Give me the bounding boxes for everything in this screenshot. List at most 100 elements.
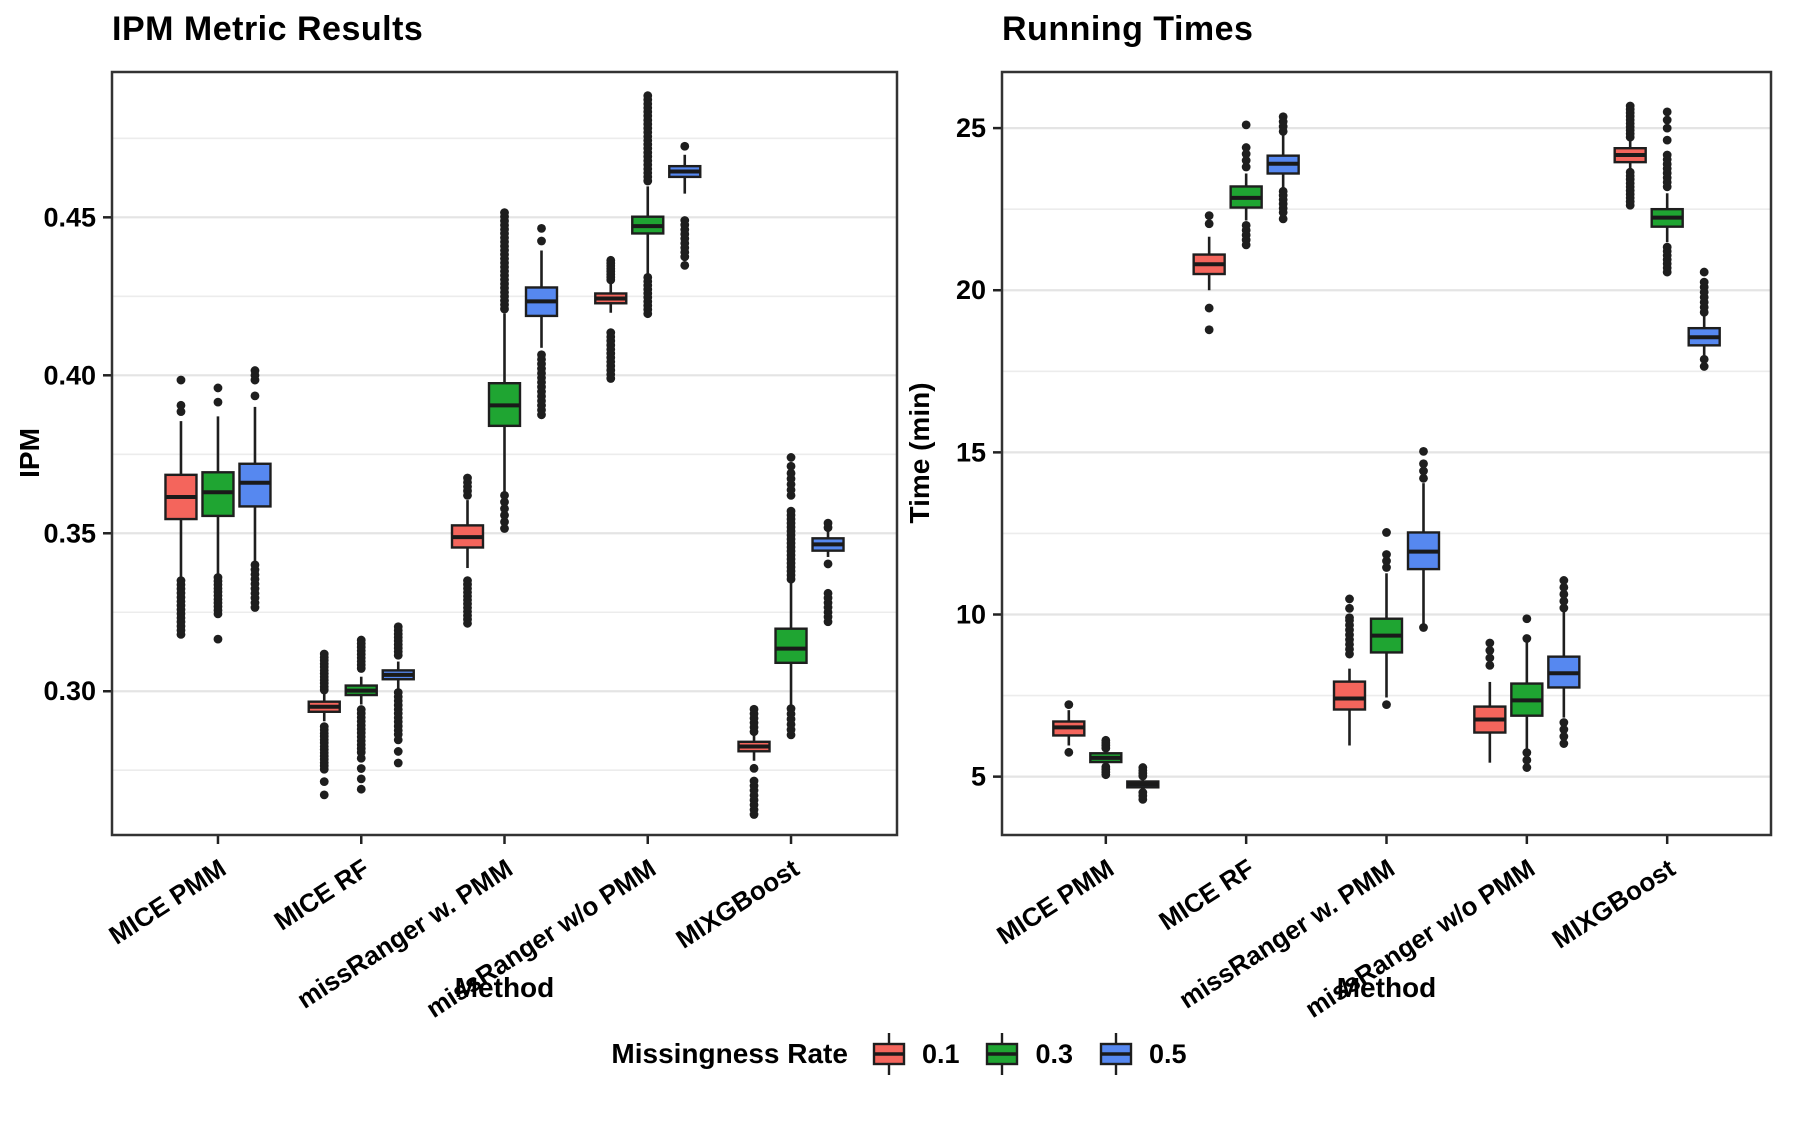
outlier-dot bbox=[1559, 603, 1569, 613]
outlier-dot bbox=[1345, 594, 1354, 604]
outlier-dot bbox=[500, 504, 509, 514]
legend-title: Missingness Rate bbox=[611, 1038, 848, 1069]
outlier-dot bbox=[1204, 219, 1214, 229]
outlier-dot bbox=[356, 774, 366, 784]
legend-label: 0.1 bbox=[921, 1038, 960, 1069]
outlier-dot bbox=[1101, 735, 1111, 745]
outlier-dot bbox=[500, 208, 509, 217]
outlier-dot bbox=[1559, 718, 1569, 727]
outlier-dot bbox=[213, 573, 223, 582]
outlier-dot bbox=[393, 735, 403, 745]
outlier-dot bbox=[250, 560, 260, 570]
outlier-dot bbox=[1662, 135, 1672, 145]
outlier-dot bbox=[393, 622, 403, 632]
outlier-dot bbox=[1699, 362, 1709, 371]
panel-border bbox=[110, 70, 899, 837]
y-tick-label: 25 bbox=[956, 113, 986, 143]
boxplot-box bbox=[1332, 680, 1367, 711]
outlier-dot bbox=[356, 764, 366, 773]
outlier-dot bbox=[1382, 700, 1391, 710]
outlier-dot bbox=[1241, 149, 1251, 159]
outlier-dot bbox=[749, 704, 759, 714]
outlier-dot bbox=[1138, 763, 1148, 772]
outlier-dot bbox=[1522, 634, 1532, 643]
outlier-dot bbox=[393, 688, 403, 697]
legend-label: 0.5 bbox=[1149, 1038, 1187, 1069]
category-label: MICE RF bbox=[1153, 853, 1259, 936]
outlier-dot bbox=[1559, 725, 1569, 734]
outlier-dot bbox=[1559, 596, 1569, 606]
outlier-dot bbox=[1138, 788, 1148, 797]
panel-border bbox=[1000, 70, 1773, 837]
left-x-axis-title: Method bbox=[454, 972, 555, 1003]
outlier-dot bbox=[1559, 582, 1569, 592]
outlier-dot bbox=[1064, 747, 1074, 757]
outlier-dot bbox=[1662, 150, 1672, 160]
outlier-dot bbox=[250, 391, 260, 401]
outlier-dot bbox=[1559, 732, 1569, 741]
outlier-dot bbox=[1485, 638, 1495, 648]
y-tick-label: 5 bbox=[971, 762, 986, 792]
outlier-dot bbox=[319, 777, 329, 787]
outlier-dot bbox=[1559, 739, 1569, 748]
outlier-dot bbox=[319, 790, 329, 800]
boxplot-box bbox=[774, 627, 808, 665]
y-tick-label: 0.40 bbox=[43, 360, 96, 390]
outlier-dot bbox=[176, 576, 186, 586]
outlier-dot bbox=[1101, 762, 1111, 772]
outlier-dot bbox=[1419, 466, 1428, 476]
outlier-dot bbox=[356, 705, 366, 714]
outlier-dot bbox=[1345, 613, 1354, 623]
outlier-dot bbox=[1278, 112, 1288, 122]
outlier-dot bbox=[1662, 242, 1672, 252]
y-tick-label: 15 bbox=[956, 437, 986, 467]
legend-item-0.3: 0.3 bbox=[981, 1030, 1073, 1078]
outlier-dot bbox=[1382, 563, 1391, 572]
outlier-dot bbox=[356, 635, 366, 645]
outlier-dot bbox=[176, 400, 186, 410]
outlier-dot bbox=[537, 350, 546, 360]
outlier-dot bbox=[786, 704, 796, 714]
outlier-dot bbox=[1419, 473, 1428, 483]
outlier-dot bbox=[1522, 614, 1532, 624]
outlier-dot bbox=[1241, 162, 1251, 172]
outlier-dot bbox=[680, 260, 690, 270]
boxplot-box bbox=[238, 462, 272, 508]
outlier-dot bbox=[1625, 167, 1635, 177]
category-label: MICE PMM bbox=[991, 853, 1119, 951]
outlier-dot bbox=[176, 375, 186, 385]
outlier-dot bbox=[1485, 653, 1495, 663]
outlier-dot bbox=[1522, 748, 1532, 758]
right-x-axis-title: Method bbox=[1336, 972, 1437, 1003]
outlier-dot bbox=[537, 223, 546, 233]
outlier-dot bbox=[500, 524, 509, 533]
outlier-dot bbox=[1699, 267, 1709, 277]
outlier-dot bbox=[1699, 277, 1709, 287]
outlier-dot bbox=[1662, 107, 1672, 117]
outlier-dot bbox=[823, 588, 833, 598]
outlier-dot bbox=[213, 634, 223, 644]
outlier-dot bbox=[749, 776, 759, 786]
outlier-dot bbox=[1559, 576, 1569, 585]
left-panel-title: IPM Metric Results bbox=[112, 10, 424, 48]
y-tick-label: 20 bbox=[956, 275, 986, 305]
outlier-dot bbox=[356, 784, 366, 794]
legend-key-0.3 bbox=[986, 1033, 1019, 1075]
outlier-dot bbox=[1382, 550, 1391, 559]
outlier-dot bbox=[786, 468, 796, 478]
outlier-dot bbox=[643, 272, 653, 282]
legend-key-0.5 bbox=[1099, 1033, 1133, 1075]
outlier-dot bbox=[786, 453, 796, 462]
outlier-dot bbox=[1204, 303, 1214, 313]
y-tick-label: 10 bbox=[956, 599, 986, 629]
outlier-dot bbox=[680, 141, 690, 151]
outlier-dot bbox=[1278, 214, 1288, 224]
outlier-dot bbox=[1522, 763, 1532, 772]
outlier-dot bbox=[823, 559, 833, 569]
outlier-dot bbox=[1485, 661, 1495, 670]
outlier-dot bbox=[213, 397, 223, 407]
right-panel-title: Running Times bbox=[1002, 10, 1254, 48]
outlier-dot bbox=[1064, 700, 1074, 710]
outlier-dot bbox=[319, 722, 329, 732]
